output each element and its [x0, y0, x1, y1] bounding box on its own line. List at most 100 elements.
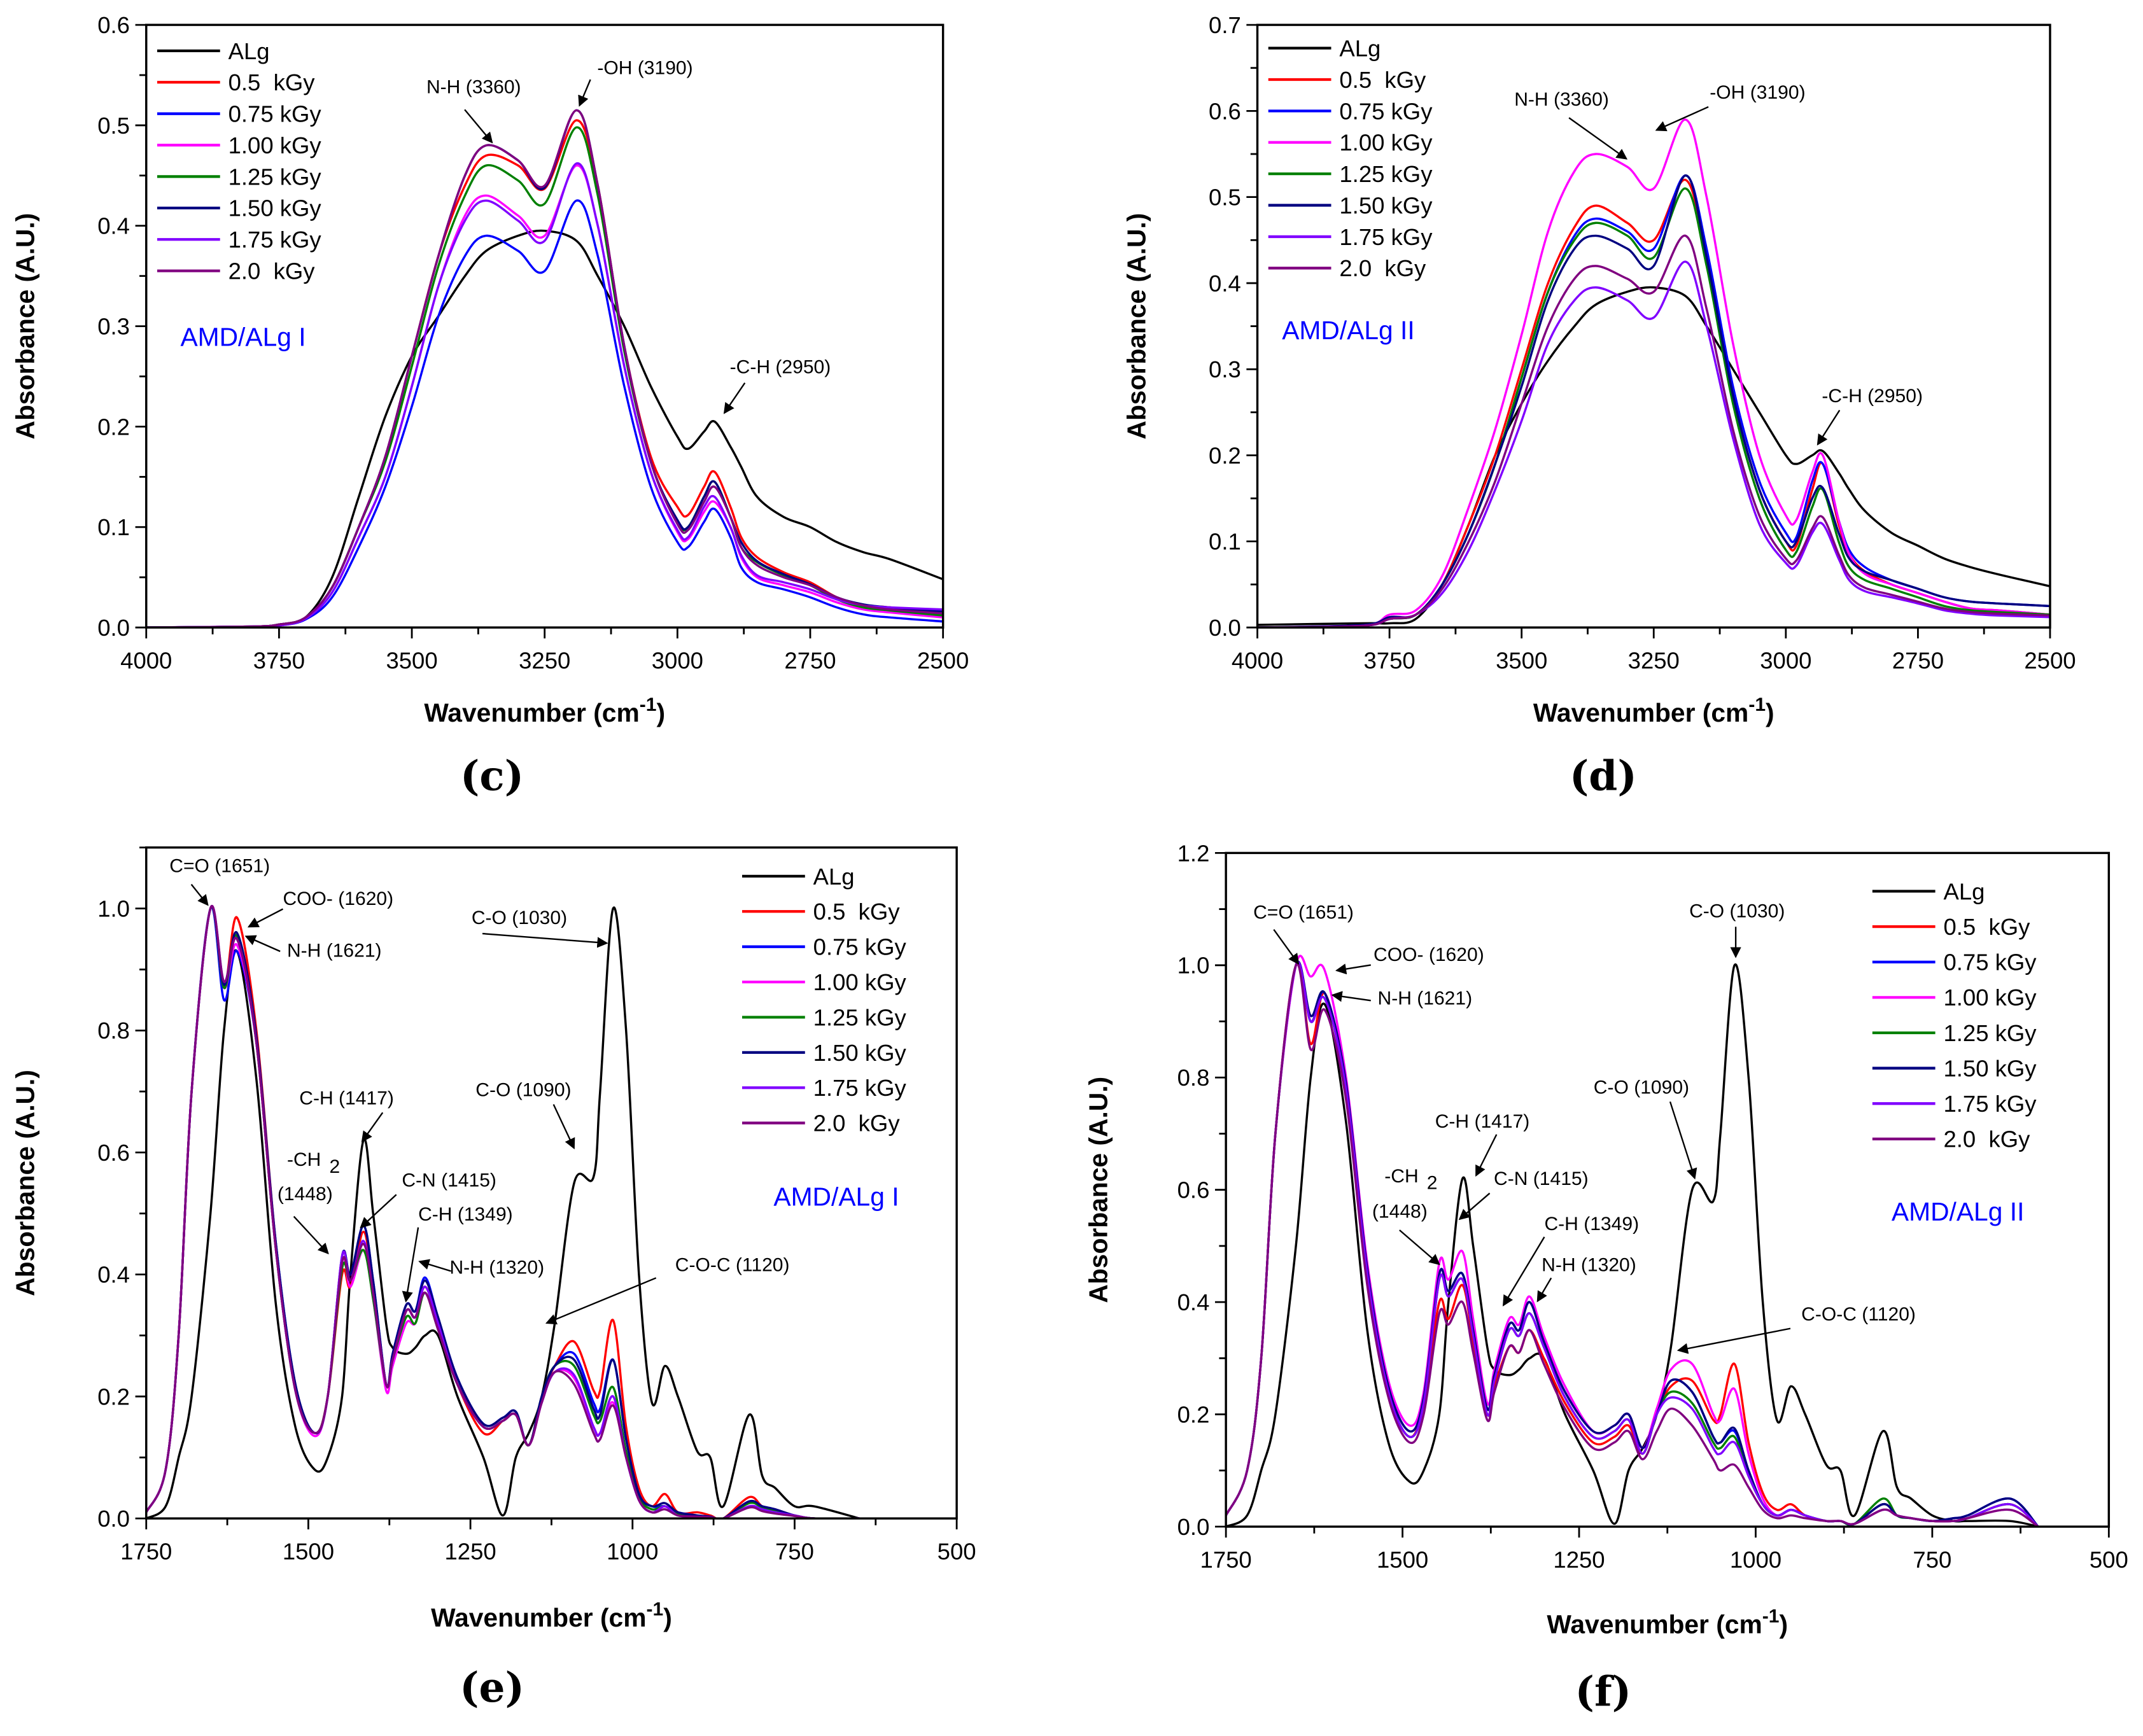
x-tick-label: 3000: [652, 647, 703, 673]
sample-label: AMD/ALg II: [1892, 1197, 2025, 1226]
peak-annotation: COO- (1620): [1374, 944, 1484, 965]
y-tick-label: 0.4: [97, 213, 130, 239]
legend-item: 0.5 kGy: [741, 899, 900, 925]
annotation-arrow: [723, 382, 746, 414]
y-tick-label: 0.7: [1209, 12, 1241, 38]
annotation-arrow: [1669, 1101, 1697, 1180]
plot-frame: [145, 24, 945, 629]
peak-annotation: COO- (1620): [283, 888, 393, 909]
series-line-2.0-kGy: [146, 905, 860, 1519]
y-tick-label: 0.1: [1209, 529, 1241, 555]
peak-annotation: C-H (1417): [299, 1088, 394, 1109]
x-tick-label: 3500: [1496, 647, 1547, 673]
legend-item: ALg: [157, 38, 270, 64]
peak-annotation: 2: [1427, 1173, 1438, 1194]
legend-label: 1.25 kGy: [1943, 1020, 2037, 1046]
y-tick-label: 0.2: [1209, 442, 1241, 468]
y-tick-label: 0.0: [97, 1506, 130, 1532]
x-tick-label: 750: [1913, 1546, 1951, 1572]
legend-item: 1.50 kGy: [741, 1040, 906, 1066]
legend-item: 1.00 kGy: [1268, 130, 1433, 156]
y-tick-label: 0.6: [97, 1140, 130, 1166]
series-line-0.75-kGy: [146, 199, 943, 628]
series-group: [1226, 955, 2039, 1527]
x-tick-label: 2500: [2024, 647, 2076, 673]
series-line-0.5-kGy: [1226, 962, 2039, 1527]
legend-item: 0.75 kGy: [741, 934, 907, 960]
legend-item: 1.00 kGy: [1872, 984, 2037, 1011]
chart-panel-e: 1750 1500 1250 1000 750 500 0.0 0.2 0.4 0.6 0.8 1.0…: [11, 846, 976, 1712]
x-tick-label: 750: [775, 1539, 814, 1565]
legend-label: ALg: [228, 38, 270, 64]
legend-label: 1.75 kGy: [1339, 224, 1433, 250]
legend-label: 1.00 kGy: [813, 969, 907, 995]
annotation-arrow: [402, 1227, 419, 1303]
plot-frame: [145, 846, 958, 1520]
peak-annotation: C=O (1651): [169, 855, 270, 876]
legend-item: 2.0 kGy: [157, 258, 315, 284]
series-line-ALg: [1226, 963, 2039, 1527]
panel-label: (d): [1570, 753, 1637, 801]
annotation-arrow: [482, 932, 608, 948]
peak-annotation: (1448): [1372, 1201, 1428, 1222]
series-group: [1257, 118, 2050, 628]
legend-label: 0.75 kGy: [813, 934, 907, 960]
y-tick-label: 0.4: [1209, 270, 1241, 297]
y-axis-title: Absorbance (A.U.): [11, 213, 40, 440]
series-line-2.0-kGy: [1226, 962, 2039, 1527]
annotation-arrow: [1399, 1229, 1440, 1266]
peak-annotation: (1448): [278, 1184, 333, 1205]
y-tick-label: 0.6: [1177, 1177, 1210, 1203]
peak-annotation: C-O (1030): [1689, 900, 1785, 921]
x-axis-title-main: Wavenumber (cm: [431, 1603, 646, 1632]
y-tick-label: 0.3: [97, 313, 130, 339]
legend-item: 1.50 kGy: [157, 195, 321, 221]
x-axis-title: Wavenumber (cm-1): [1547, 1606, 1788, 1639]
legend-label: 2.0 kGy: [1943, 1126, 2030, 1152]
x-tick-label: 3250: [519, 647, 570, 673]
annotation-arrow: [545, 1277, 657, 1325]
legend-item: 1.50 kGy: [1872, 1055, 2037, 1081]
y-tick-label: 0.1: [97, 514, 130, 540]
x-tick-label: 2750: [1892, 647, 1944, 673]
peak-annotation: -OH (3190): [1710, 82, 1805, 103]
x-tick-label: 2500: [917, 647, 969, 673]
x-tick-label: 500: [938, 1539, 976, 1565]
legend-label: 1.25 kGy: [228, 164, 322, 190]
series-line-1.75-kGy: [1257, 260, 2050, 628]
y-tick-label: 0.0: [97, 615, 130, 641]
peak-annotation: C-H (1349): [1544, 1214, 1639, 1235]
y-tick-label: 0.5: [1209, 185, 1241, 211]
legend-label: 0.5 kGy: [1943, 914, 2030, 940]
y-tick-label: 0.0: [1177, 1514, 1210, 1540]
plot-frame: [1225, 851, 2111, 1528]
legend-item: 1.25 kGy: [741, 1004, 906, 1030]
x-axis-title-main: Wavenumber (cm: [424, 698, 639, 727]
legend-item: ALg: [1872, 878, 1985, 904]
sample-label: AMD/ALg I: [773, 1182, 899, 1211]
x-axis-title-end: ): [1766, 698, 1774, 727]
legend-label: 1.00 kGy: [228, 132, 322, 158]
x-tick-label: 3500: [386, 647, 437, 673]
y-tick-label: 1.2: [1177, 840, 1210, 866]
y-tick-label: 1.0: [1177, 953, 1210, 979]
legend-label: 2.0 kGy: [813, 1110, 901, 1137]
annotation-arrow: [1568, 117, 1628, 160]
x-axis-title-end: ): [656, 698, 665, 727]
legend-item: 1.75 kGy: [1268, 224, 1433, 250]
legend-label: 0.5 kGy: [1339, 67, 1426, 93]
legend-item: ALg: [1268, 35, 1381, 61]
annotation-arrow: [1335, 963, 1371, 975]
y-tick-label: 0.8: [1177, 1065, 1210, 1091]
y-tick-label: 0.4: [1177, 1289, 1210, 1315]
series-line-2.0-kGy: [1257, 234, 2050, 628]
x-tick-label: 1750: [1200, 1546, 1252, 1572]
y-axis-title: Absorbance (A.U.): [11, 1070, 40, 1296]
x-tick-label: 500: [2090, 1546, 2128, 1572]
legend-item: 0.5 kGy: [1872, 914, 2030, 940]
y-tick-label: 0.0: [1209, 615, 1241, 641]
legend-label: 1.25 kGy: [1339, 161, 1433, 187]
legend-label: 2.0 kGy: [228, 258, 316, 284]
x-axis-title-superscript: -1: [1762, 1606, 1780, 1627]
series-group: [146, 109, 943, 628]
